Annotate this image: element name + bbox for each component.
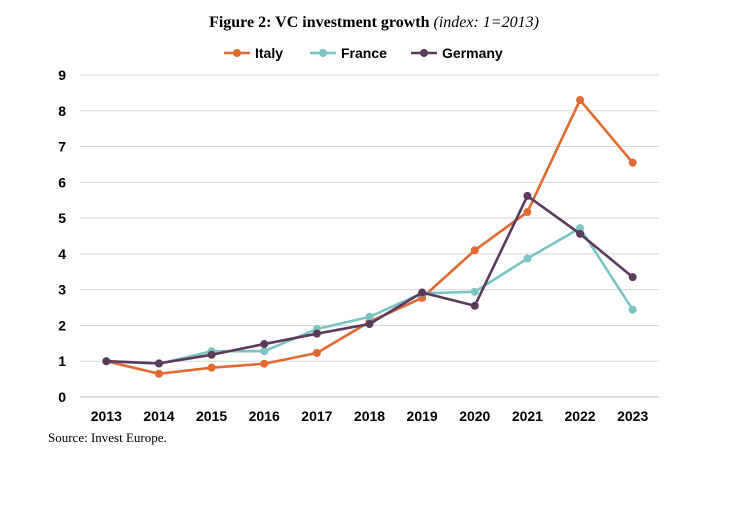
- y-tick-label: 8: [58, 103, 66, 119]
- legend-item-italy: Italy: [224, 45, 283, 61]
- y-tick-label: 9: [58, 67, 66, 83]
- y-tick-label: 6: [58, 174, 66, 190]
- data-point-germany: [365, 320, 374, 329]
- series-italy: [102, 96, 637, 378]
- legend-marker: [319, 49, 327, 57]
- y-tick-label: 7: [58, 139, 66, 155]
- data-point-germany: [523, 191, 532, 200]
- legend-marker: [233, 49, 241, 57]
- legend: Italy France Germany: [224, 45, 503, 61]
- x-tick-label: 2021: [512, 408, 543, 424]
- legend-label: Italy: [255, 45, 283, 61]
- y-tick-label: 1: [58, 353, 66, 369]
- source-note: Source: Invest Europe.: [48, 430, 167, 445]
- data-point-germany: [207, 350, 216, 359]
- data-point-italy: [523, 208, 532, 217]
- x-tick-label: 2013: [91, 408, 122, 424]
- chart-title-main: Figure 2: VC investment growth: [209, 14, 434, 31]
- x-tick-label: 2019: [407, 408, 438, 424]
- x-tick-label: 2023: [617, 408, 648, 424]
- data-point-germany: [470, 301, 479, 310]
- x-axis: 2013 2014 2015 2016 2017 2018 2019 2020 2021 2022…: [91, 408, 649, 424]
- data-point-france: [576, 224, 585, 233]
- data-point-germany: [260, 340, 269, 349]
- data-point-germany: [576, 229, 585, 238]
- data-point-germany: [102, 357, 111, 366]
- legend-label: France: [341, 45, 387, 61]
- data-point-italy: [207, 363, 216, 372]
- data-point-france: [470, 287, 479, 296]
- y-tick-label: 3: [58, 282, 66, 298]
- data-point-france: [365, 312, 374, 321]
- x-tick-label: 2022: [564, 408, 595, 424]
- y-tick-label: 2: [58, 317, 66, 333]
- data-point-germany: [628, 273, 637, 282]
- series-germany: [102, 191, 637, 368]
- data-point-italy: [154, 369, 163, 378]
- series-line-italy: [105, 98, 634, 376]
- series-line-france: [105, 226, 634, 366]
- y-tick-label: 5: [58, 210, 66, 226]
- x-tick-label: 2017: [301, 408, 332, 424]
- chart-title: Figure 2: VC investment growth (index: 1…: [0, 14, 748, 32]
- x-tick-label: 2020: [459, 408, 490, 424]
- series-line-germany: [105, 194, 634, 365]
- chart-title-italic: (index: 1=2013): [433, 14, 539, 31]
- legend-label: Germany: [442, 45, 503, 61]
- grid: [80, 74, 659, 398]
- legend-marker: [420, 49, 428, 57]
- data-point-france: [260, 347, 269, 356]
- x-tick-label: 2015: [196, 408, 227, 424]
- series-layer: [102, 96, 637, 378]
- y-tick-label: 0: [58, 389, 66, 405]
- data-point-italy: [260, 359, 269, 368]
- data-point-germany: [418, 288, 427, 297]
- data-point-italy: [470, 246, 479, 255]
- data-point-italy: [576, 96, 585, 105]
- x-tick-label: 2014: [143, 408, 174, 424]
- y-axis: 0 1 2 3 4 5 6 7 8 9: [58, 67, 66, 405]
- x-tick-label: 2018: [354, 408, 385, 424]
- data-point-germany: [312, 329, 321, 338]
- data-point-italy: [312, 348, 321, 357]
- legend-item-germany: Germany: [411, 45, 503, 61]
- legend-item-france: France: [310, 45, 387, 61]
- y-tick-label: 4: [58, 246, 66, 262]
- series-france: [102, 224, 637, 368]
- data-point-italy: [628, 158, 637, 167]
- data-point-germany: [154, 359, 163, 368]
- data-point-france: [523, 254, 532, 263]
- data-point-france: [628, 305, 637, 314]
- x-tick-label: 2016: [249, 408, 280, 424]
